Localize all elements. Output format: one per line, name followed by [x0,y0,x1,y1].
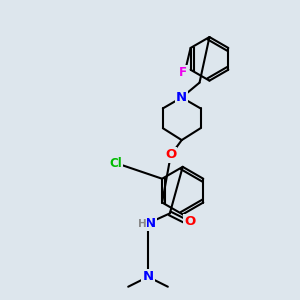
Text: N: N [144,217,156,230]
Text: F: F [179,66,187,79]
Text: O: O [165,148,176,161]
Text: O: O [184,215,195,228]
Text: N: N [142,270,154,283]
Text: N: N [176,91,187,104]
Text: Cl: Cl [109,158,122,170]
Text: H: H [138,219,146,229]
